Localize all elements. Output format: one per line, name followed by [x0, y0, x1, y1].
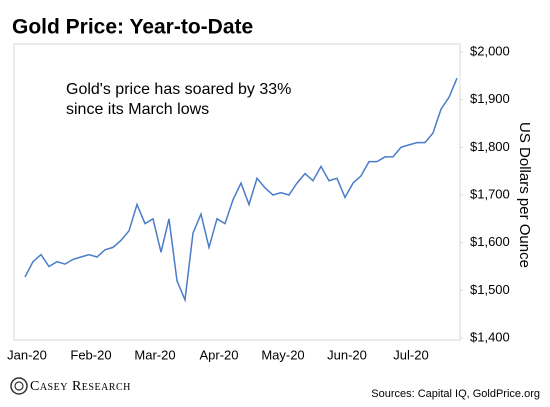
logo-icon: [10, 377, 28, 395]
y-tick-label: $1,600: [470, 234, 510, 249]
x-tick-label: Apr-20: [199, 347, 238, 362]
y-tick-label: $2,000: [470, 43, 510, 58]
y-tick-label: $1,500: [470, 282, 510, 297]
chart-title: Gold Price: Year-to-Date: [12, 16, 253, 39]
x-tick-label: Feb-20: [70, 347, 111, 362]
y-axis-label: US Dollars per Ounce: [516, 122, 533, 268]
logo-text: Casey Research: [30, 379, 131, 394]
x-tick-label: Jul-20: [393, 347, 428, 362]
x-tick-label: Mar-20: [134, 347, 175, 362]
y-tick-label: $1,400: [470, 329, 510, 344]
x-tick-label: Jan-20: [7, 347, 47, 362]
x-tick-label: Jun-20: [327, 347, 367, 362]
logo: [10, 377, 28, 395]
price-line: [24, 77, 458, 303]
source: Sources: Capital IQ, GoldPrice.org: [371, 388, 540, 400]
y-tick-label: $1,800: [470, 139, 510, 154]
y-tick-label: $1,900: [470, 91, 510, 106]
annotation: since its March lows: [66, 101, 209, 118]
logo-icon: [14, 381, 24, 391]
plot-frame: [13, 43, 461, 341]
x-tick-label: May-20: [261, 347, 304, 362]
y-tick-label: $1,700: [470, 186, 510, 201]
annotation: Gold's price has soared by 33%: [66, 81, 291, 98]
